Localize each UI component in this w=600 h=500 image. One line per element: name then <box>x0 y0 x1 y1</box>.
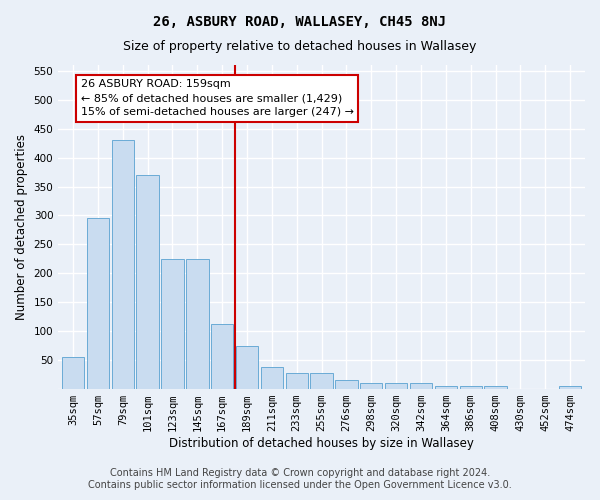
Bar <box>186 259 209 389</box>
Bar <box>559 386 581 389</box>
Y-axis label: Number of detached properties: Number of detached properties <box>15 134 28 320</box>
Bar <box>360 384 382 389</box>
Text: 26, ASBURY ROAD, WALLASEY, CH45 8NJ: 26, ASBURY ROAD, WALLASEY, CH45 8NJ <box>154 15 446 29</box>
Bar <box>87 218 109 389</box>
Bar <box>310 374 333 389</box>
X-axis label: Distribution of detached houses by size in Wallasey: Distribution of detached houses by size … <box>169 437 474 450</box>
Bar <box>410 384 432 389</box>
Text: Size of property relative to detached houses in Wallasey: Size of property relative to detached ho… <box>124 40 476 53</box>
Bar <box>62 358 84 389</box>
Text: Contains HM Land Registry data © Crown copyright and database right 2024.
Contai: Contains HM Land Registry data © Crown c… <box>88 468 512 490</box>
Bar <box>286 374 308 389</box>
Bar <box>385 384 407 389</box>
Bar <box>335 380 358 389</box>
Bar <box>460 386 482 389</box>
Bar <box>136 175 159 389</box>
Bar <box>484 386 507 389</box>
Bar <box>260 367 283 389</box>
Text: 26 ASBURY ROAD: 159sqm
← 85% of detached houses are smaller (1,429)
15% of semi-: 26 ASBURY ROAD: 159sqm ← 85% of detached… <box>80 80 353 118</box>
Bar <box>161 259 184 389</box>
Bar <box>434 386 457 389</box>
Bar <box>211 324 233 389</box>
Bar <box>236 346 258 389</box>
Bar <box>112 140 134 389</box>
